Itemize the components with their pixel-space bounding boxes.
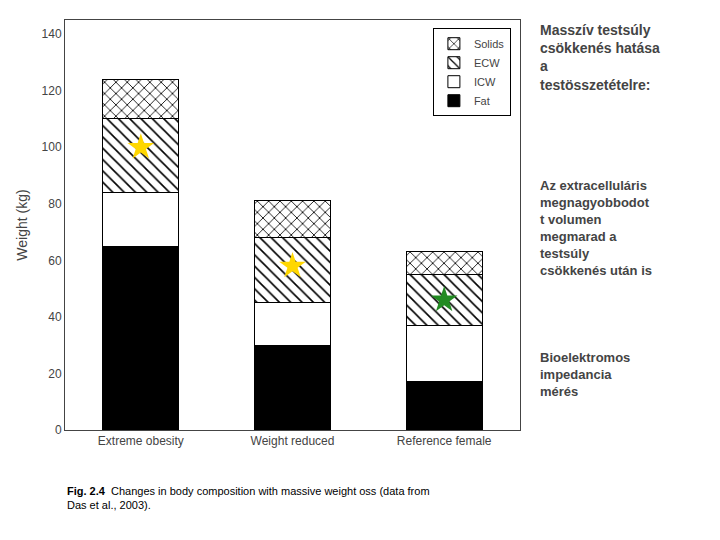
- svg-text:Masszív testsúlycsökkenés hatá: Masszív testsúlycsökkenés hatásaatestöss…: [540, 22, 660, 93]
- svg-text:20: 20: [48, 367, 62, 381]
- svg-text:Bioelektromosimpedanciamérés: Bioelektromosimpedanciamérés: [540, 350, 630, 399]
- svg-text:Fat: Fat: [474, 95, 490, 107]
- svg-text:100: 100: [42, 140, 62, 154]
- svg-text:0: 0: [55, 423, 62, 437]
- svg-text:80: 80: [48, 197, 62, 211]
- svg-text:Weight reduced: Weight reduced: [251, 434, 335, 448]
- svg-text:60: 60: [48, 254, 62, 268]
- svg-text:Weight (kg): Weight (kg): [14, 189, 30, 260]
- svg-text:Fig. 2.4 Changes in body comp: Fig. 2.4 Changes in body composition wit…: [67, 485, 430, 511]
- svg-text:120: 120: [42, 84, 62, 98]
- svg-text:ECW: ECW: [474, 57, 500, 69]
- svg-text:Extreme obesity: Extreme obesity: [98, 434, 184, 448]
- svg-text:Reference female: Reference female: [397, 434, 492, 448]
- svg-text:40: 40: [48, 310, 62, 324]
- svg-text:Az extracellulárismegnagyobbod: Az extracellulárismegnagyobbodott volume…: [540, 178, 652, 278]
- svg-text:Solids: Solids: [474, 38, 504, 50]
- svg-text:ICW: ICW: [474, 76, 496, 88]
- svg-text:140: 140: [42, 27, 62, 41]
